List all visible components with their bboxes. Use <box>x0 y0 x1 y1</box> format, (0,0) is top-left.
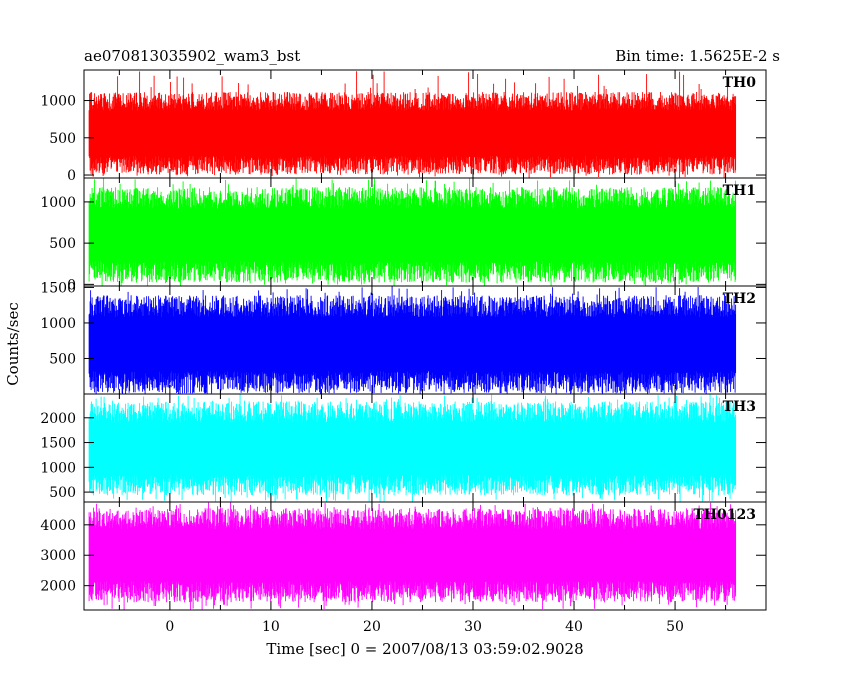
panel-th0123: 2000 3000 4000 TH0123 <box>40 501 767 611</box>
x-tick-label: 10 <box>262 619 280 635</box>
x-tick-label: 20 <box>363 619 381 635</box>
series-th0123-line <box>88 502 737 610</box>
y-axis-label: Counts/sec <box>4 302 22 386</box>
y-tick-label: 2000 <box>40 579 76 595</box>
series-th3-line <box>88 394 737 502</box>
panel-label-th1: TH1 <box>723 183 756 199</box>
bin-time-label: Bin time: 1.5625E-2 s <box>615 47 780 65</box>
series-th0-line <box>88 71 737 178</box>
y-tick-label: 1500 <box>40 436 76 452</box>
panel-label-th0: TH0 <box>723 75 757 91</box>
series-th1-line <box>88 178 737 286</box>
y-tick-label: 1000 <box>40 94 76 110</box>
y-tick-label: 500 <box>49 351 76 367</box>
panels-group: 0 500 1000 TH0 0 500 1000 TH1 500 1000 1500 TH2 500 1… <box>40 69 767 611</box>
y-tick-label: 1000 <box>40 460 76 476</box>
y-tick-label: 2000 <box>40 411 76 427</box>
y-tick-label: 500 <box>49 485 76 501</box>
y-tick-label: 500 <box>49 236 76 252</box>
panel-label-th0123: TH0123 <box>693 507 756 523</box>
panel-label-th2: TH2 <box>723 291 756 307</box>
x-tick-label: 30 <box>464 619 482 635</box>
y-tick-label: 0 <box>67 277 76 293</box>
y-tick-label: 500 <box>49 131 76 147</box>
panel-label-th3: TH3 <box>723 399 756 415</box>
x-tick-label: 40 <box>565 619 583 635</box>
panel-th2: 500 1000 1500 TH2 <box>40 280 767 395</box>
y-tick-label: 4000 <box>40 518 76 534</box>
y-tick-label: 1000 <box>40 316 76 332</box>
series-th2-line <box>88 286 737 394</box>
x-tick-label: 50 <box>666 619 684 635</box>
panel-th0: 0 500 1000 TH0 <box>40 69 767 184</box>
y-tick-label: 3000 <box>40 548 76 564</box>
x-tick-label: 0 <box>165 619 174 635</box>
panel-frame <box>83 501 767 611</box>
x-axis: 0 10 20 30 40 50 <box>165 619 684 635</box>
x-axis-label: Time [sec] 0 = 2007/08/13 03:59:02.9028 <box>266 640 583 658</box>
y-tick-label: 0 <box>67 168 76 184</box>
y-tick-label: 1000 <box>40 195 76 211</box>
y-tick-label: 1500 <box>40 280 76 296</box>
chart-title: ae070813035902_wam3_bst <box>84 47 300 65</box>
panel-th3: 500 1000 1500 2000 TH3 <box>40 393 767 503</box>
panel-th1: 0 500 1000 TH1 <box>40 177 767 293</box>
